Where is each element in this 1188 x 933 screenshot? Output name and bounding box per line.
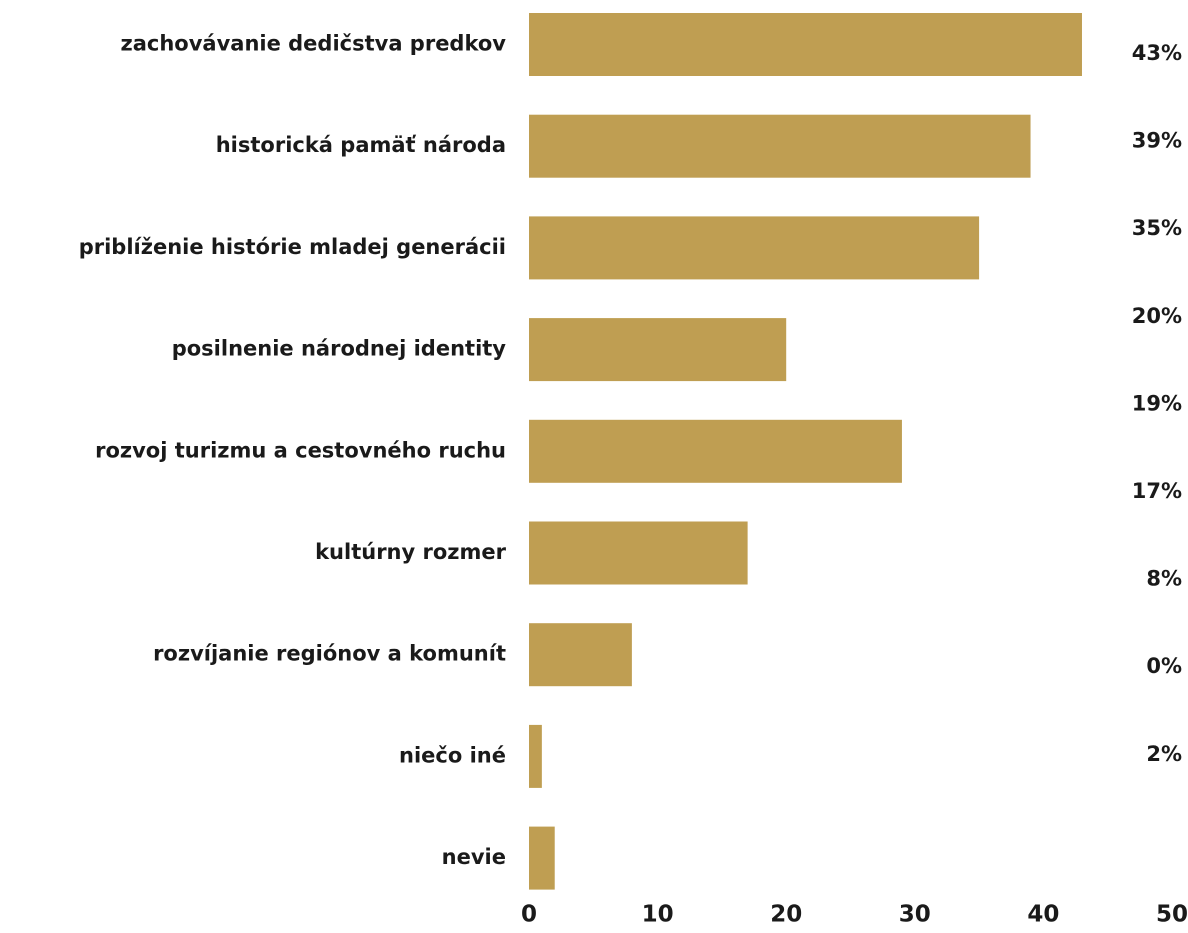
category-label-nieco-ine: niečo iné (399, 743, 506, 767)
bar-nieco-ine (529, 724, 542, 788)
category-label-posilnenie-narodnej-identity: posilnenie národnej identity (172, 337, 507, 361)
x-tick-label-40: 40 (1027, 902, 1059, 928)
value-label-1: 39% (1132, 129, 1182, 153)
bar-rozvijanie-regionov-a-komunit (529, 623, 632, 687)
bar-priblizenie-historie-mladej-generacii (529, 216, 980, 280)
bar-kulturny-rozmer (529, 521, 748, 585)
bar-historicka-pamat-naroda (529, 114, 1031, 178)
value-label-4: 19% (1132, 391, 1182, 415)
bar-posilnenie-narodnej-identity (529, 318, 787, 382)
category-label-rozvoj-turizmu-a-cestovneho-ruchu: rozvoj turizmu a cestovného ruchu (95, 438, 506, 462)
category-label-historicka-pamat-naroda: historická pamäť národa (216, 133, 506, 157)
category-labels-group: zachovávanie dedičstva predkov historická… (79, 32, 507, 870)
category-label-kulturny-rozmer: kultúrny rozmer (315, 540, 507, 564)
value-label-5: 17% (1132, 479, 1182, 503)
value-label-3: 20% (1132, 304, 1182, 328)
value-label-2: 35% (1132, 216, 1182, 240)
value-label-6: 8% (1146, 567, 1182, 591)
x-tick-label-10: 10 (642, 902, 674, 928)
bar-rozvoj-turizmu-a-cestovneho-ruchu (529, 419, 902, 483)
category-label-priblizenie-historie-mladej-generacii: priblíženie histórie mladej generácii (79, 235, 506, 259)
value-labels-group: 43% 39% 35% 20% 19% 17% 8% 0% 2% (1132, 41, 1182, 766)
bar-nevie (529, 826, 555, 890)
category-label-nevie: nevie (442, 845, 506, 869)
x-tick-label-20: 20 (770, 902, 802, 928)
value-label-8: 2% (1146, 742, 1182, 766)
bars-group (529, 13, 1082, 890)
x-tick-label-50: 50 (1156, 902, 1188, 928)
category-label-rozvijanie-regionov-a-komunit: rozvíjanie regiónov a komunít (153, 642, 506, 666)
value-label-0: 43% (1132, 41, 1182, 65)
category-label-zachovavanie-dedicstva-predkov: zachovávanie dedičstva predkov (121, 32, 507, 56)
x-axis-ticks-group: 0 10 20 30 40 50 (521, 902, 1188, 928)
x-tick-label-30: 30 (899, 902, 931, 928)
x-tick-label-0: 0 (521, 902, 537, 928)
value-label-7: 0% (1146, 654, 1182, 678)
bar-zachovavanie-dedicstva-predkov (529, 13, 1082, 76)
